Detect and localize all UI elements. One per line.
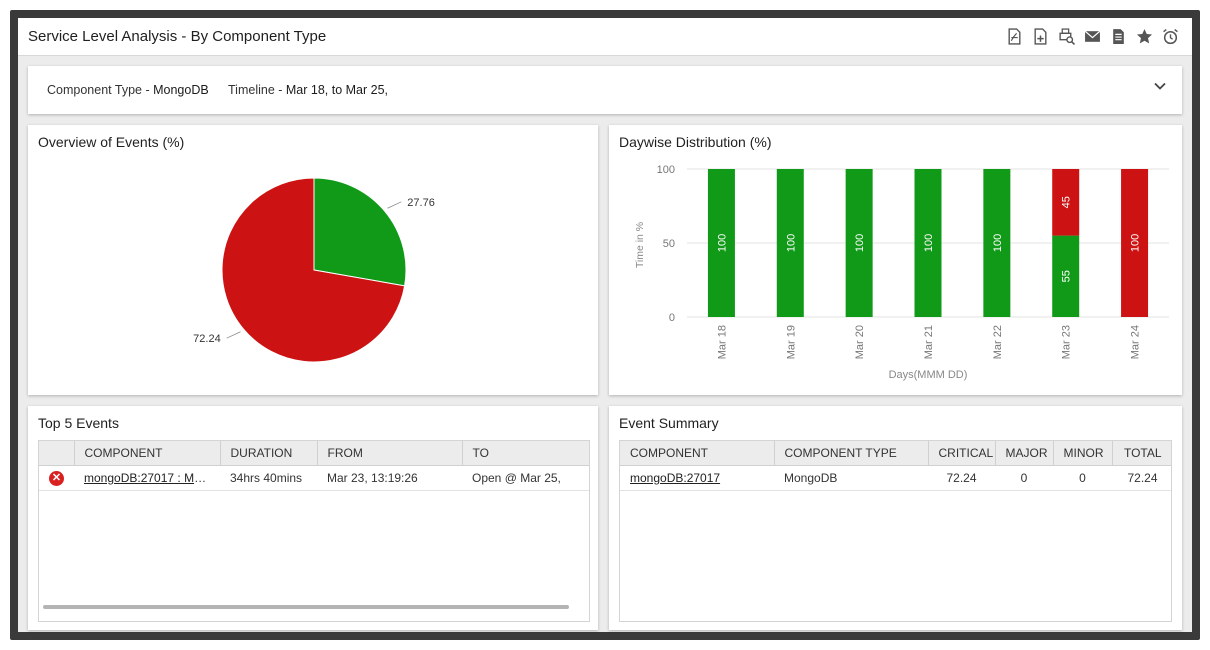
column-header-major[interactable]: MAJOR <box>995 441 1054 466</box>
favorite-star-icon[interactable] <box>1135 27 1154 46</box>
schedule-alarm-icon[interactable] <box>1161 27 1180 46</box>
toolbar <box>1005 27 1180 46</box>
daywise-bar-chart: 0 50 100 Time in % 100 Mar 18 100 Mar 19 100 Mar … <box>634 164 1169 381</box>
table-row[interactable]: mongoDB:27017 MongoDB 72.24 0 0 72.24 <box>620 465 1171 491</box>
column-header-to[interactable]: TO <box>462 441 589 466</box>
y-tick-label: 50 <box>663 238 675 250</box>
overview-title: Overview of Events (%) <box>38 134 185 150</box>
window-frame: Service Level Analysis - By Component Ty… <box>10 10 1200 640</box>
table-row[interactable]: ✕ mongoDB:27017 : Mo... 34hrs 40mins Mar… <box>39 465 589 491</box>
event-summary-grid: COMPONENT COMPONENT TYPE CRITICAL MAJOR … <box>619 440 1172 622</box>
column-header-minor[interactable]: MINOR <box>1053 441 1113 466</box>
component-type-value: MongoDB <box>153 83 209 97</box>
title-bar: Service Level Analysis - By Component Ty… <box>18 18 1192 56</box>
report-window: Service Level Analysis - By Component Ty… <box>18 18 1192 632</box>
event-summary-panel: Event Summary COMPONENT COMPONENT TYPE C… <box>609 406 1182 630</box>
bar-data-label: 100 <box>716 234 728 252</box>
bar-data-label: 100 <box>785 234 797 252</box>
filter-bar: Component Type - MongoDB Timeline - Mar … <box>28 66 1182 114</box>
daywise-distribution-panel: Daywise Distribution (%) 0 50 100 Time in %… <box>609 125 1182 395</box>
bar-data-label: 100 <box>1130 234 1142 252</box>
pie-slice[interactable] <box>221 177 406 363</box>
total-cell: 72.24 <box>1112 465 1171 491</box>
bar-segment[interactable] <box>845 169 873 317</box>
pie-data-label: 72.24 <box>193 333 221 345</box>
pie-data-label: 27.76 <box>407 197 435 209</box>
timeline-label: Timeline - <box>228 83 286 97</box>
x-tick-label: Mar 24 <box>1130 325 1142 359</box>
daywise-title: Daywise Distribution (%) <box>619 134 772 150</box>
page-title: Service Level Analysis - By Component Ty… <box>28 28 327 45</box>
critical-cell: 72.24 <box>928 465 995 491</box>
horizontal-scrollbar[interactable] <box>43 605 569 609</box>
print-preview-icon[interactable] <box>1057 27 1076 46</box>
column-header-critical[interactable]: CRITICAL <box>928 441 996 466</box>
duration-cell: 34hrs 40mins <box>220 465 317 491</box>
bar-data-label: 100 <box>992 234 1004 252</box>
pie-label-leader <box>226 331 241 339</box>
y-tick-label: 0 <box>669 312 675 324</box>
bar-data-label: 100 <box>854 234 866 252</box>
bar-segment[interactable] <box>776 169 804 317</box>
overview-pie-chart: 27.76 72.24 <box>193 177 435 363</box>
pie-slice[interactable] <box>313 177 407 287</box>
top-events-header-row: COMPONENT DURATION FROM TO <box>39 441 589 466</box>
column-header-component[interactable]: COMPONENT <box>620 441 775 466</box>
top-events-title: Top 5 Events <box>38 415 119 431</box>
x-axis-label: Days(MMM DD) <box>889 369 968 381</box>
x-tick-label: Mar 20 <box>854 325 866 359</box>
top-events-panel: Top 5 Events COMPONENT DURATION FROM TO <box>28 406 598 630</box>
component-type-filter[interactable]: Component Type - MongoDB <box>47 83 209 97</box>
status-column-header <box>39 441 75 466</box>
overview-events-panel: Overview of Events (%) 27.76 72.24 <box>28 125 598 395</box>
bar-segment[interactable] <box>707 169 735 317</box>
major-cell: 0 <box>995 465 1053 491</box>
minor-cell: 0 <box>1053 465 1112 491</box>
column-header-component-type[interactable]: COMPONENT TYPE <box>774 441 929 466</box>
bar-segment[interactable] <box>914 169 942 317</box>
component-cell: mongoDB:27017 : Mo... <box>74 465 220 491</box>
from-cell: Mar 23, 13:19:26 <box>317 465 462 491</box>
bar-segment[interactable] <box>983 169 1011 317</box>
x-tick-label: Mar 22 <box>992 325 1004 359</box>
add-file-icon[interactable] <box>1031 27 1050 46</box>
bar-segment[interactable] <box>1052 169 1080 236</box>
pdf-export-icon[interactable] <box>1005 27 1024 46</box>
column-header-from[interactable]: FROM <box>317 441 463 466</box>
component-link[interactable]: mongoDB:27017 : Mo... <box>84 470 211 485</box>
report-icon[interactable] <box>1109 27 1128 46</box>
timeline-value: Mar 18, to Mar 25, <box>285 83 389 97</box>
to-cell: Open @ Mar 25, <box>462 465 589 491</box>
bar-segment[interactable] <box>1121 169 1149 317</box>
y-axis-label: Time in % <box>634 222 646 268</box>
chevron-down-icon[interactable] <box>1152 78 1168 94</box>
component-type-cell: MongoDB <box>774 465 928 491</box>
error-icon: ✕ <box>49 470 64 486</box>
y-tick-label: 100 <box>657 164 675 176</box>
bar-data-label: 55 <box>1061 270 1073 282</box>
component-link[interactable]: mongoDB:27017 <box>630 470 721 485</box>
status-cell: ✕ <box>39 465 74 491</box>
event-summary-header-row: COMPONENT COMPONENT TYPE CRITICAL MAJOR … <box>620 441 1171 466</box>
column-header-total[interactable]: TOTAL <box>1112 441 1171 466</box>
pie-label-leader <box>387 201 402 209</box>
email-icon[interactable] <box>1083 27 1102 46</box>
event-summary-title: Event Summary <box>619 415 719 431</box>
bar-segment[interactable] <box>1052 235 1080 317</box>
x-tick-label: Mar 18 <box>716 325 728 359</box>
bar-data-label: 100 <box>923 234 935 252</box>
x-tick-label: Mar 23 <box>1061 325 1073 359</box>
x-tick-label: Mar 19 <box>785 325 797 359</box>
column-header-duration[interactable]: DURATION <box>220 441 318 466</box>
bar-data-label: 45 <box>1061 196 1073 208</box>
component-type-label: Component Type - <box>47 83 154 97</box>
column-header-component[interactable]: COMPONENT <box>74 441 221 466</box>
x-tick-label: Mar 21 <box>923 325 935 359</box>
component-cell: mongoDB:27017 <box>620 465 774 491</box>
top-events-grid: COMPONENT DURATION FROM TO ✕ mongoDB:270… <box>38 440 590 622</box>
timeline-filter[interactable]: Timeline - Mar 18, to Mar 25, <box>228 83 388 97</box>
